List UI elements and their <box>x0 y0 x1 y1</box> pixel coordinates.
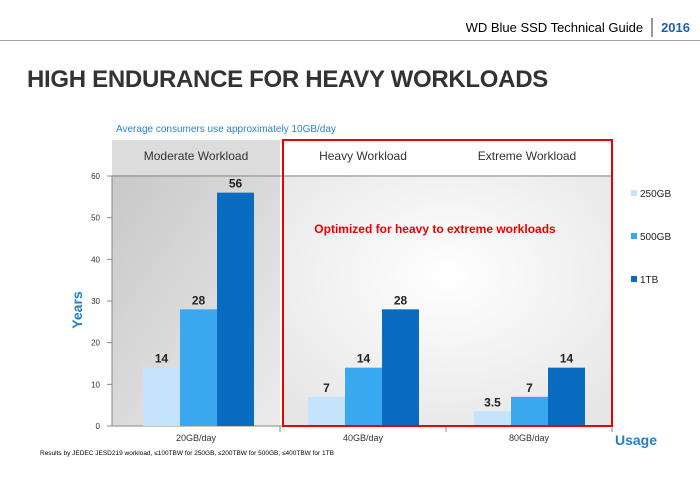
bar-500GB-20GB/day <box>180 309 217 426</box>
doc-title: WD Blue SSD Technical Guide <box>465 20 644 35</box>
bar-500GB-80GB/day <box>511 396 548 426</box>
data-label: 14 <box>560 352 574 366</box>
data-label: 3.5 <box>484 395 501 409</box>
legend-label: 250GB <box>640 189 671 200</box>
legend-label: 1TB <box>640 275 659 286</box>
y-tick-label: 60 <box>91 172 100 181</box>
footnote: Results by JEDEC JESD219 workload, ≤100T… <box>40 450 334 457</box>
header: WD Blue SSD Technical Guide 2016 <box>466 18 700 37</box>
legend-label: 500GB <box>640 232 671 243</box>
legend-swatch <box>631 276 637 282</box>
x-tick-label: 80GB/day <box>509 433 550 443</box>
data-label: 14 <box>155 352 169 366</box>
doc-year: 2016 <box>651 18 700 37</box>
bar-250GB-40GB/day <box>308 396 345 426</box>
chart-subtitle: Average consumers use approximately 10GB… <box>116 124 336 135</box>
bar-1TB-80GB/day <box>548 367 585 426</box>
header-divider <box>0 40 700 41</box>
x-tick-label: 20GB/day <box>176 433 217 443</box>
region-heavy: Heavy Workload <box>319 149 407 163</box>
y-tick-label: 20 <box>91 339 100 348</box>
y-tick-label: 30 <box>91 297 100 306</box>
y-tick-label: 0 <box>96 422 101 431</box>
data-label: 14 <box>357 352 371 366</box>
bar-1TB-40GB/day <box>382 309 419 426</box>
legend-swatch <box>631 190 637 196</box>
region-moderate: Moderate Workload <box>144 149 249 163</box>
slide-title: HIGH ENDURANCE FOR HEAVY WORKLOADS <box>27 66 548 93</box>
bar-500GB-40GB/day <box>345 367 382 426</box>
region-extreme: Extreme Workload <box>478 149 576 163</box>
bar-250GB-20GB/day <box>143 367 180 426</box>
moderate-header-bg <box>112 140 280 175</box>
x-tick-label: 40GB/day <box>343 433 384 443</box>
data-label: 7 <box>526 381 533 395</box>
bar-1TB-20GB/day <box>217 192 254 426</box>
data-label: 7 <box>323 381 330 395</box>
x-axis-label: Usage <box>615 432 657 448</box>
data-label: 28 <box>394 293 408 307</box>
data-label: 28 <box>192 293 206 307</box>
annotation: Optimized for heavy to extreme workloads <box>314 222 556 236</box>
y-tick-label: 10 <box>91 380 100 389</box>
highlight-box <box>282 139 613 427</box>
y-tick-label: 40 <box>91 255 100 264</box>
y-axis-label: Years <box>69 291 85 329</box>
legend-swatch <box>631 233 637 239</box>
bar-250GB-80GB/day <box>474 411 511 426</box>
data-label: 56 <box>229 177 243 191</box>
y-tick-label: 50 <box>91 214 100 223</box>
